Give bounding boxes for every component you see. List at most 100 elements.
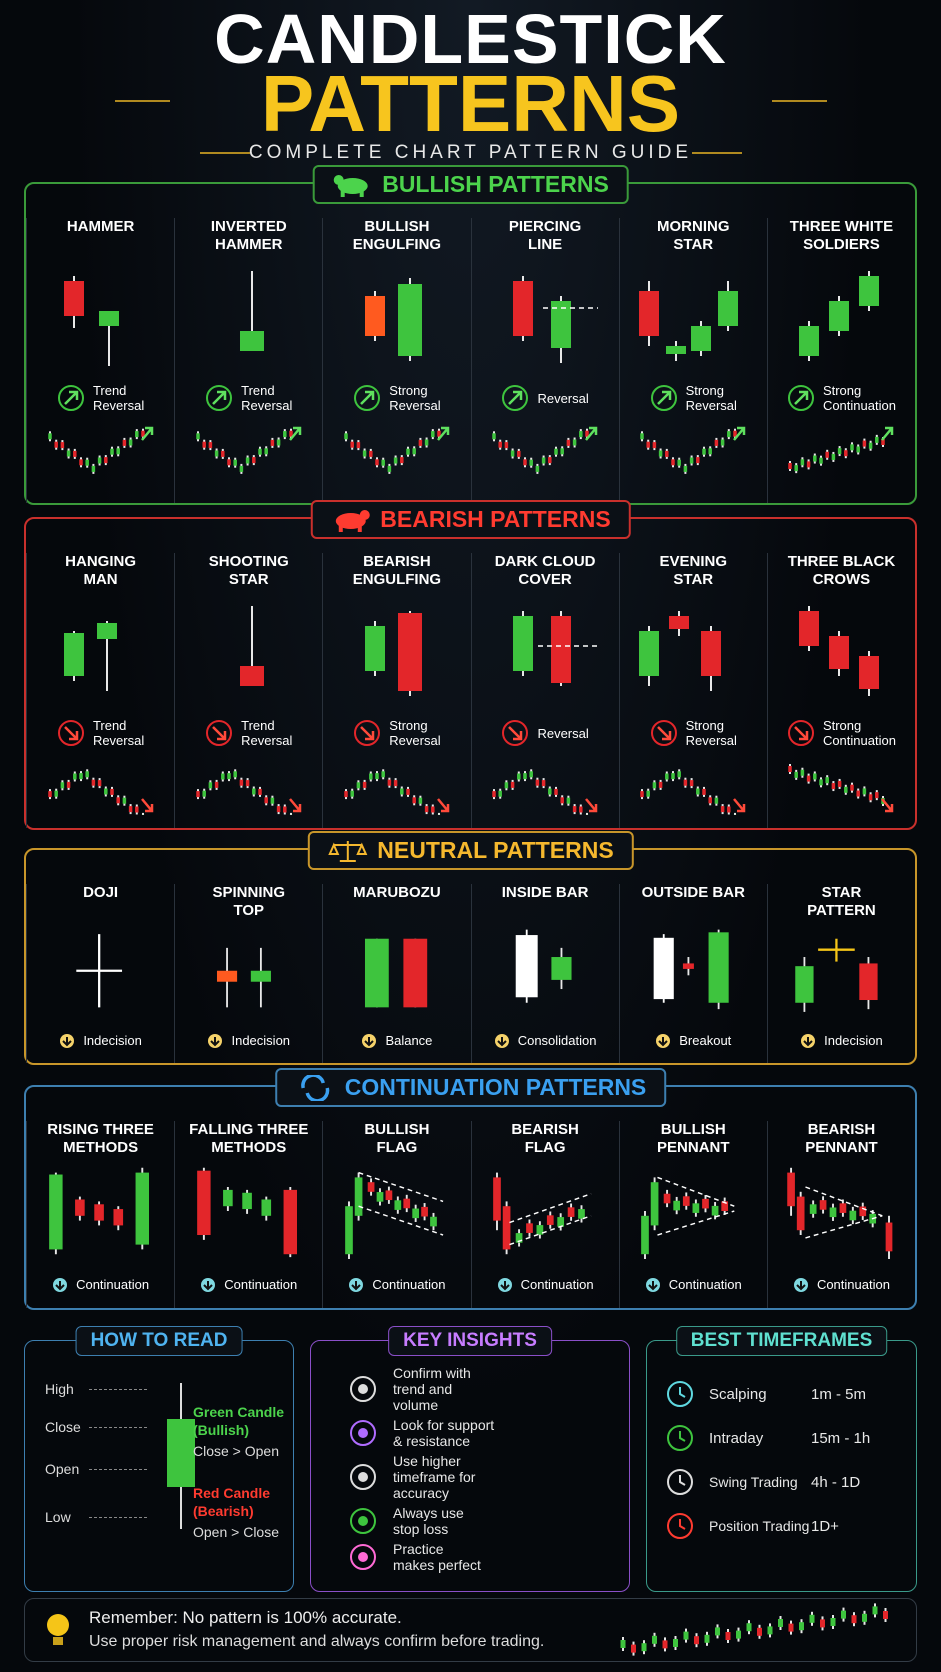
timeframe-range: 1m - 5m	[811, 1385, 867, 1403]
icon	[650, 385, 677, 411]
candle-body	[548, 457, 552, 464]
candle-body	[560, 797, 565, 804]
candle-body	[708, 931, 729, 1003]
timeframe: Swing Trading 4h - 1D	[665, 1467, 905, 1497]
candle-body	[795, 965, 814, 1003]
illustration	[75, 933, 122, 1007]
illustration	[57, 385, 84, 411]
info-panel: KEY INSIGHTS Confirm with trend and volum…	[310, 1326, 630, 1592]
pattern-note-text: Continuation	[816, 1277, 890, 1293]
candle-body	[721, 806, 725, 813]
candle-body	[418, 439, 423, 446]
pattern-note: Indecision	[59, 1024, 142, 1057]
icon	[212, 390, 227, 405]
candle-body	[418, 797, 423, 804]
trend-line	[805, 1215, 883, 1239]
pattern-note-text: Continuation	[372, 1277, 446, 1293]
candle-body	[109, 448, 114, 455]
insight-text: Confirm with trend and volume	[393, 1365, 471, 1413]
pattern: BEARISH PENNANT Continuation	[766, 1121, 915, 1308]
candle-body	[128, 439, 132, 446]
candle-body	[641, 1216, 650, 1255]
icon	[333, 174, 344, 185]
illustration	[497, 1277, 512, 1292]
timeframe: Intraday 15m - 1h	[665, 1423, 905, 1453]
candle-body	[202, 441, 206, 448]
candle-body	[239, 779, 243, 786]
icon	[350, 1464, 376, 1490]
candle-body	[683, 963, 695, 969]
panel-title: HOW TO READ	[75, 1326, 243, 1356]
footer-line2: Use proper risk management and always co…	[89, 1633, 545, 1650]
candle-body	[345, 1206, 353, 1255]
candle-body	[196, 1171, 211, 1236]
pattern-note: Trend Reversal	[205, 380, 292, 416]
candle-body	[727, 431, 731, 438]
candle-body	[620, 1640, 626, 1648]
title: CANDLESTICK	[214, 0, 727, 78]
candle-body	[98, 311, 119, 326]
pattern-note: Indecision	[207, 1024, 290, 1057]
candle-body	[63, 281, 84, 316]
illustration	[208, 1033, 223, 1048]
pattern-note-text: Continuation	[76, 1277, 150, 1293]
candle-body	[430, 1217, 437, 1227]
insight: Confirm with trend and volume	[347, 1365, 494, 1413]
candle-body	[797, 1197, 805, 1231]
level-line	[89, 1469, 147, 1470]
pattern-name: BULLISH FLAG	[364, 1121, 430, 1156]
pattern: HAMMER Trend Reversal	[26, 218, 174, 503]
candle-body	[631, 1644, 636, 1653]
info-panel: BEST TIMEFRAMES Scalping 1m - 5m Intraday 15…	[646, 1326, 917, 1592]
pattern-name: DARK CLOUD COVER	[494, 553, 596, 588]
pattern-note: Strong Reversal	[650, 715, 737, 751]
candle-body	[832, 453, 836, 460]
icon	[794, 390, 809, 405]
candle-body	[881, 439, 886, 445]
pattern: BULLISH ENGULFING Strong Reversal	[322, 218, 470, 503]
pattern-section: NEUTRAL PATTERNS DOJI Indecision SPINNING T…	[24, 831, 917, 1065]
candle-body	[787, 1173, 796, 1207]
candle-body	[830, 1618, 836, 1626]
illustration	[327, 840, 367, 862]
icon	[499, 1280, 510, 1291]
pattern: BEARISH ENGULFING Strong Reversal	[322, 553, 470, 828]
candle-body	[819, 779, 824, 786]
trend-line	[358, 1205, 444, 1237]
icon	[508, 726, 523, 741]
pattern-name: BULLISH ENGULFING	[352, 218, 442, 253]
icon	[787, 385, 814, 411]
candle-body	[251, 457, 256, 464]
pattern-name: THREE BLACK CROWS	[787, 553, 896, 588]
pattern: BULLISH FLAG Continuation	[322, 1121, 470, 1308]
pattern-section: BULLISH PATTERNS HAMMER Trend Reversal INVE…	[24, 165, 917, 505]
pattern-note-text: Indecision	[83, 1033, 142, 1049]
candle-body	[566, 439, 571, 446]
candle-body	[863, 440, 867, 447]
candle-body	[886, 1222, 893, 1252]
illustration	[63, 276, 119, 366]
pattern: DOJI Indecision	[26, 884, 174, 1063]
icon	[350, 1508, 376, 1534]
candle-body	[498, 790, 503, 797]
icon	[338, 524, 343, 532]
candle-body	[387, 779, 392, 786]
candle-body	[883, 1611, 888, 1619]
candle-body	[859, 963, 879, 1000]
icon	[210, 1036, 221, 1046]
candle-body	[78, 459, 83, 466]
candle-body	[72, 450, 77, 457]
illustration	[502, 720, 529, 746]
candle-body	[134, 806, 139, 813]
candle-body	[708, 448, 713, 455]
illustration	[667, 1381, 693, 1407]
candle-body	[356, 442, 361, 449]
candle-body	[47, 791, 52, 798]
section-title: NEUTRAL PATTERNS	[307, 831, 634, 870]
pattern: BEARISH FLAG Continuation	[470, 1121, 619, 1308]
candle-body	[641, 1643, 647, 1652]
illustration	[640, 769, 746, 815]
pattern-name: BEARISH PENNANT	[805, 1121, 878, 1156]
candle-body	[356, 782, 361, 789]
candle-body	[851, 1615, 857, 1624]
